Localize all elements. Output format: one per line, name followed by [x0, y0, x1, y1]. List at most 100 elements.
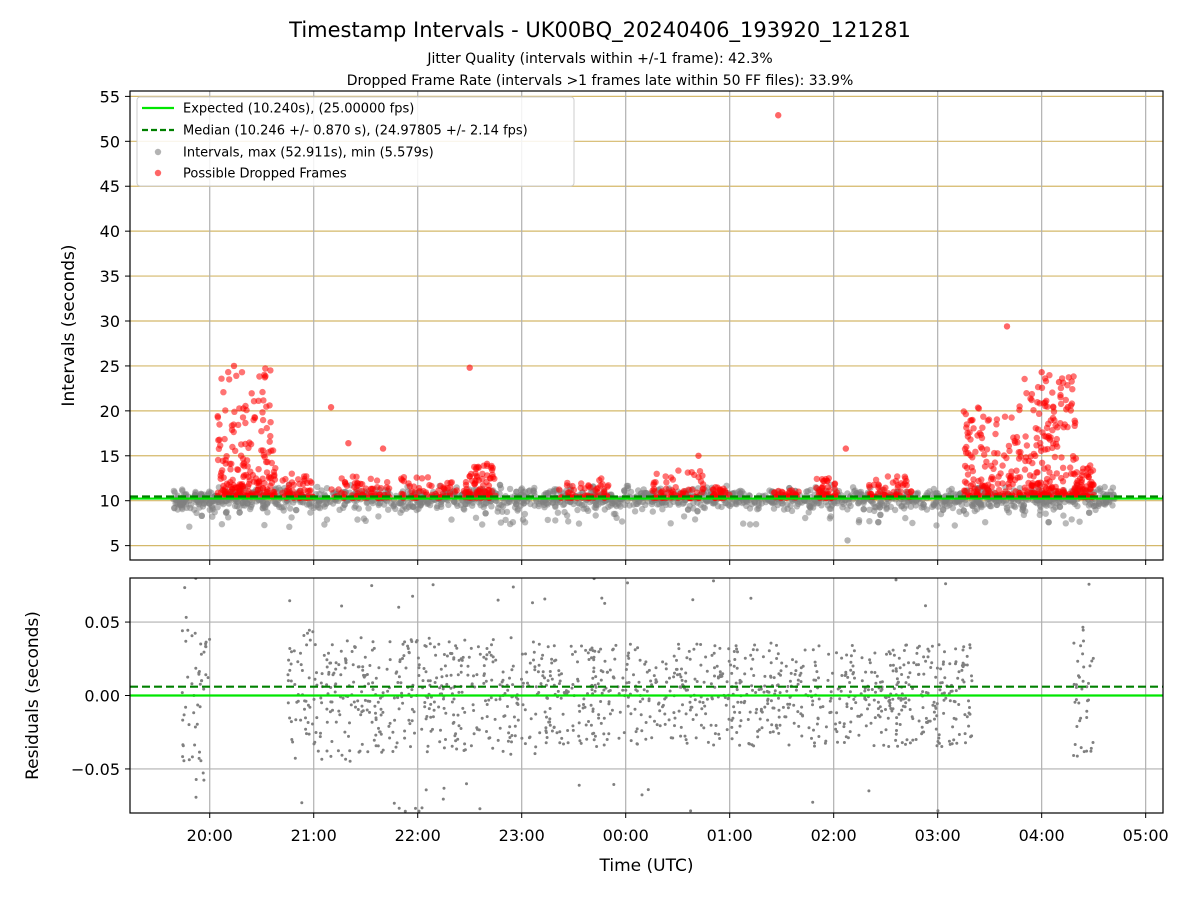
- residual-point: [536, 670, 540, 674]
- residual-point: [684, 671, 688, 675]
- legend-dropped-swatch: [154, 169, 162, 177]
- interval-point: [360, 515, 368, 522]
- interval-point: [826, 515, 834, 522]
- residual-point: [898, 666, 902, 670]
- residual-point: [338, 713, 342, 717]
- residual-point: [895, 677, 899, 681]
- residual-point: [334, 720, 338, 724]
- dropped-point: [268, 447, 275, 454]
- residual-point: [633, 648, 637, 652]
- residual-point: [318, 735, 322, 739]
- residual-point: [876, 700, 880, 704]
- residual-point: [639, 713, 643, 717]
- interval-point: [883, 504, 890, 511]
- residual-point: [896, 744, 900, 748]
- residual-point: [719, 675, 723, 679]
- interval-point: [482, 510, 489, 517]
- dropped-point: [825, 475, 832, 482]
- interval-point: [739, 499, 746, 507]
- residual-point: [437, 705, 441, 709]
- residual-point: [400, 691, 404, 695]
- residual-point: [864, 724, 868, 728]
- residual-point: [888, 701, 892, 705]
- dropped-point: [1060, 424, 1067, 431]
- residual-point: [594, 675, 598, 679]
- dropped-point: [993, 421, 1000, 428]
- residual-point: [712, 651, 716, 655]
- y-tick-label: 5: [110, 537, 120, 556]
- dropped-point: [1083, 472, 1090, 479]
- residual-point: [494, 658, 498, 662]
- residual-point: [809, 689, 813, 693]
- residual-point: [884, 708, 887, 711]
- y-axis-label-intervals: Intervals (seconds): [59, 244, 79, 406]
- residual-point: [374, 676, 378, 680]
- interval-point: [502, 516, 509, 524]
- residual-point: [1089, 746, 1093, 750]
- y-tick-label: 25: [100, 357, 120, 376]
- residual-point: [288, 716, 292, 720]
- x-tick-label: 00:00: [603, 826, 649, 845]
- residual-point: [617, 692, 621, 696]
- residual-point: [587, 720, 590, 723]
- residual-point: [441, 797, 445, 801]
- residual-point: [431, 715, 435, 719]
- residual-point: [968, 706, 971, 709]
- residual-point: [182, 713, 186, 717]
- residual-point: [743, 656, 747, 660]
- residual-point: [583, 705, 587, 709]
- residual-point: [599, 678, 603, 682]
- residual-point: [655, 723, 659, 727]
- interval-point: [479, 521, 486, 528]
- residual-point: [671, 736, 675, 740]
- residual-point: [510, 734, 514, 737]
- residual-point: [672, 675, 676, 679]
- dropped-point: [444, 485, 451, 492]
- residual-point: [760, 710, 764, 714]
- residual-point: [290, 650, 293, 654]
- residual-point: [618, 710, 622, 714]
- interval-point: [191, 506, 198, 513]
- dropped-point: [1017, 448, 1024, 456]
- residual-point: [751, 688, 754, 692]
- dropped-point: [234, 466, 242, 474]
- residual-point: [493, 717, 497, 721]
- residual-point: [727, 717, 731, 721]
- residual-point: [577, 704, 581, 708]
- residual-point: [835, 730, 839, 734]
- residual-point: [484, 657, 488, 661]
- interval-point: [574, 506, 581, 514]
- residual-point: [353, 645, 357, 649]
- residual-point: [299, 651, 302, 655]
- dropped-point: [400, 478, 408, 485]
- residual-point: [363, 655, 367, 659]
- interval-point: [369, 499, 376, 507]
- residual-point: [379, 732, 383, 736]
- interval-point: [951, 522, 958, 529]
- dropped-point: [232, 447, 239, 454]
- interval-point: [860, 506, 867, 513]
- interval-point: [448, 516, 455, 523]
- residual-point: [951, 725, 955, 729]
- interval-point: [691, 516, 699, 523]
- interval-point: [740, 520, 747, 527]
- residual-point: [911, 738, 915, 742]
- dropped-point: [1068, 400, 1076, 407]
- residual-point: [423, 705, 427, 709]
- dropped-point: [259, 447, 267, 454]
- residual-point: [442, 653, 446, 656]
- interval-point: [314, 483, 321, 491]
- dropped-point: [689, 486, 696, 493]
- residual-point: [610, 708, 614, 712]
- dropped-point: [288, 479, 296, 486]
- interval-point: [1050, 506, 1057, 513]
- residual-point: [813, 741, 816, 745]
- residual-point: [506, 688, 510, 692]
- residual-point: [319, 696, 323, 700]
- residual-point: [491, 655, 495, 659]
- residual-point: [485, 715, 489, 719]
- interval-min-point: [844, 537, 851, 544]
- residual-point: [537, 663, 541, 667]
- residual-point: [526, 681, 529, 685]
